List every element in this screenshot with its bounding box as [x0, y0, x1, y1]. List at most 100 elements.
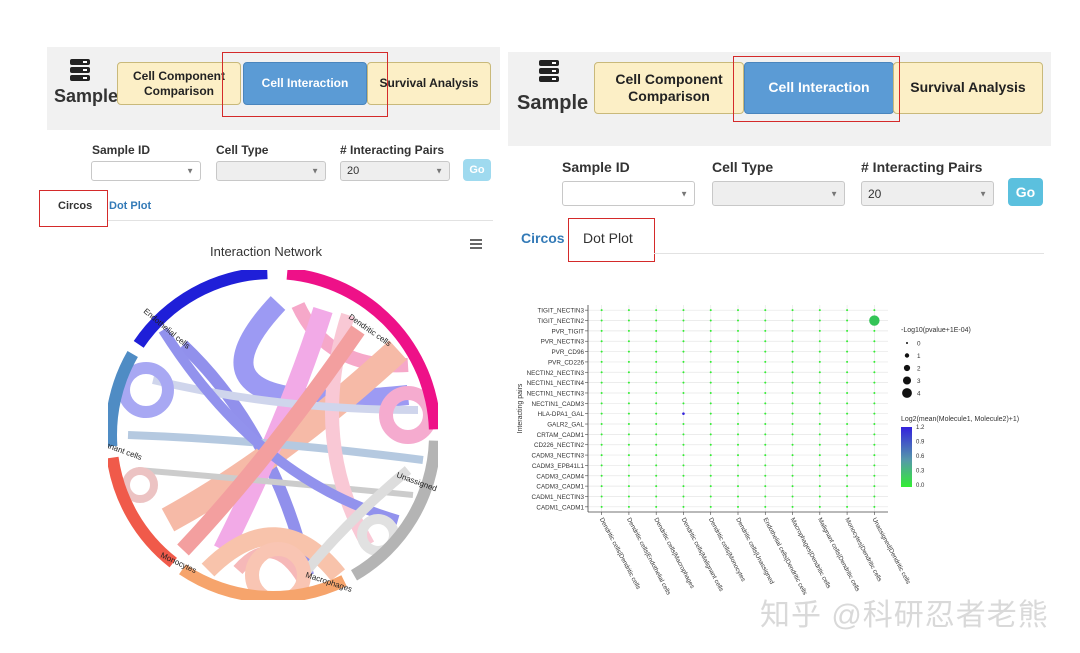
dot-point	[791, 309, 794, 312]
highlight-box	[733, 56, 900, 122]
circos-arc-segment	[286, 270, 438, 430]
y-tick-label: NECTIN1_NECTIN4	[527, 380, 585, 387]
size-legend-title: -Log10(pvalue+1E-04)	[901, 327, 971, 334]
dot-point	[873, 464, 876, 467]
dot-point	[791, 474, 794, 477]
dot-point	[873, 360, 876, 363]
tab-cell-component-comparison[interactable]: Cell Component Comparison	[594, 62, 744, 114]
dot-point	[682, 464, 685, 467]
dot-point	[655, 474, 658, 477]
dot-point	[655, 360, 658, 363]
tab-cell-interaction[interactable]: Cell Interaction	[243, 62, 367, 105]
dot-point	[682, 485, 685, 488]
size-legend-label: 3	[917, 378, 921, 385]
interacting-pairs-select[interactable]: 20 ▼	[861, 181, 994, 206]
dot-point	[709, 454, 712, 457]
dot-point	[627, 433, 630, 436]
dot-point	[846, 505, 849, 508]
chevron-down-icon: ▼	[830, 189, 838, 198]
dot-point	[737, 371, 739, 374]
tab-circos[interactable]: Circos	[58, 200, 93, 212]
database-icon	[539, 60, 559, 82]
dot-point	[627, 371, 630, 374]
dot-point	[737, 329, 739, 332]
dot-point	[627, 381, 630, 384]
dot-point	[764, 464, 767, 467]
page-title: Sample	[517, 92, 589, 114]
dot-point	[818, 443, 821, 446]
dot-point	[682, 412, 685, 415]
cell-type-select[interactable]: ▼	[216, 161, 326, 181]
tab-dot-plot[interactable]: Dot Plot	[109, 200, 152, 212]
interacting-pairs-select[interactable]: 20 ▼	[340, 161, 450, 181]
go-button[interactable]: Go	[463, 159, 491, 181]
y-tick-label: PVR_NECTIN3	[541, 339, 585, 346]
dot-point	[873, 381, 876, 384]
sample-id-label: Sample ID	[562, 159, 630, 175]
dot-point	[627, 329, 630, 332]
dot-point	[600, 350, 603, 353]
tab-cell-component-comparison[interactable]: Cell Component Comparison	[117, 62, 241, 105]
dot-point	[682, 360, 685, 363]
cell-type-select[interactable]: ▼	[712, 181, 845, 206]
dot-point	[709, 319, 712, 322]
dot-point	[682, 454, 685, 457]
dot-point	[655, 505, 658, 508]
y-tick-label: TIGIT_NECTIN3	[537, 308, 584, 315]
size-legend-label: 2	[917, 366, 921, 373]
dot-point	[818, 381, 821, 384]
circos-arc-segment	[108, 456, 177, 568]
tab-survival-analysis[interactable]: Survival Analysis	[893, 62, 1043, 114]
dot-point	[737, 340, 739, 343]
dot-point	[791, 360, 794, 363]
dot-point	[791, 423, 794, 426]
dot-point	[600, 443, 603, 446]
tab-cell-interaction[interactable]: Cell Interaction	[744, 62, 894, 114]
dot-point	[818, 371, 821, 374]
dot-point	[737, 474, 739, 477]
dot-point	[818, 350, 821, 353]
dot-point	[709, 360, 712, 363]
tab-dot-plot[interactable]: Dot Plot	[583, 230, 633, 246]
dot-point	[846, 391, 849, 394]
circos-chords	[118, 296, 437, 600]
dot-point	[764, 433, 767, 436]
dot-point	[627, 464, 630, 467]
dot-point	[846, 340, 849, 343]
circos-arc-segment	[133, 270, 268, 348]
dot-point	[791, 371, 794, 374]
size-legend-dot	[904, 353, 910, 358]
dot-point	[682, 329, 685, 332]
go-button[interactable]: Go	[1008, 178, 1043, 206]
sample-id-select[interactable]: ▼	[91, 161, 201, 181]
size-legend-dot	[902, 388, 912, 398]
dot-point	[873, 454, 876, 457]
dot-point	[682, 340, 685, 343]
chevron-down-icon: ▼	[680, 189, 688, 198]
highlight-box	[39, 190, 108, 227]
dot-point	[737, 350, 739, 353]
dot-point	[655, 433, 658, 436]
dot-point	[873, 474, 876, 477]
dot-point	[627, 391, 630, 394]
dot-point	[764, 423, 767, 426]
tab-circos[interactable]: Circos	[521, 230, 565, 246]
dot-point	[846, 309, 849, 312]
color-legend-bar	[901, 427, 912, 487]
dot-point	[709, 402, 712, 405]
dot-point	[600, 319, 603, 322]
y-tick-label: CD226_NECTIN2	[534, 442, 585, 449]
dot-point	[655, 319, 658, 322]
hamburger-menu-icon[interactable]	[469, 238, 483, 250]
size-legend-dot	[903, 376, 911, 385]
dot-point	[791, 381, 794, 384]
sample-id-select[interactable]: ▼	[562, 181, 695, 206]
chevron-down-icon: ▼	[186, 166, 194, 176]
dot-point	[818, 360, 821, 363]
y-tick-label: NECTIN2_NECTIN3	[527, 370, 585, 377]
dot-point	[627, 485, 630, 488]
dot-point	[873, 340, 876, 343]
dot-point	[764, 454, 767, 457]
dot-point	[709, 505, 712, 508]
dot-point	[818, 485, 821, 488]
